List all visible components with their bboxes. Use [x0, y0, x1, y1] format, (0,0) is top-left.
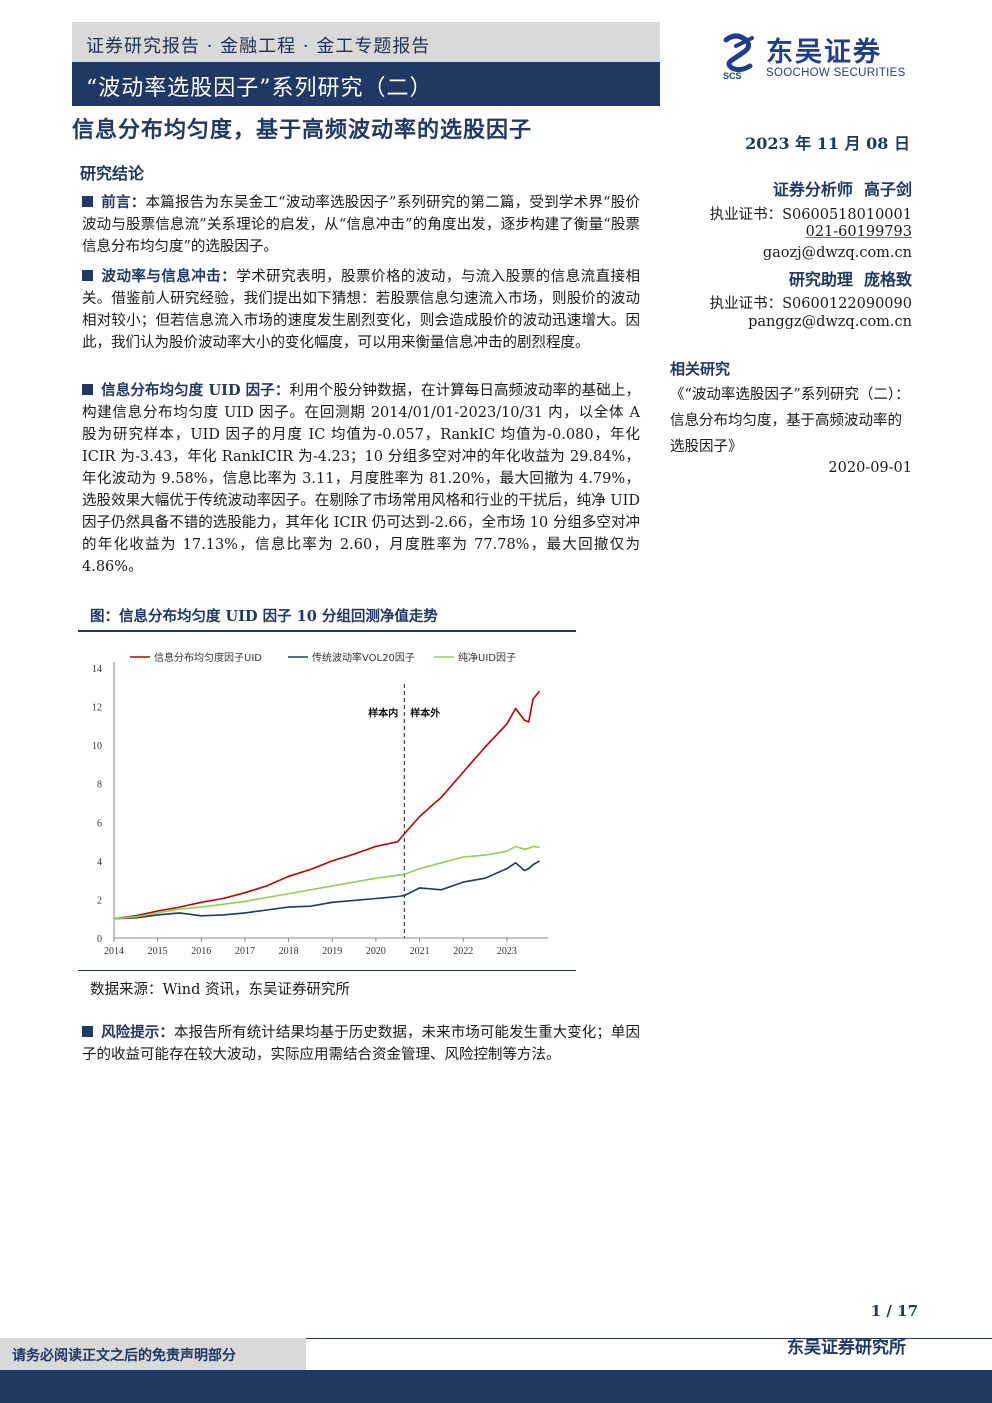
item-lead: 前言： — [101, 194, 146, 211]
y-tick-label: 0 — [97, 934, 102, 945]
analyst-2-role: 研究助理 — [788, 270, 853, 289]
y-tick-label: 14 — [92, 664, 102, 675]
related-research-link[interactable]: 《“波动率选股因子”系列研究（二）：信息分布均匀度，基于高频波动率的选股因子》 — [670, 387, 910, 455]
figure-title: 图：信息分布均匀度 UID 因子 10 分组回测净值走势 — [90, 608, 438, 625]
disclaimer-box: 请务必阅读正文之后的免责声明部分 — [0, 1338, 306, 1370]
item-lead: 信息分布均匀度 UID 因子： — [101, 382, 290, 399]
scs-logo-icon: SCS — [723, 33, 754, 80]
analyst-2-cert: 执业证书：S0600122090090 — [709, 296, 912, 312]
legend-label-3: 纯净UID因子 — [458, 651, 516, 664]
item-text: 利用个股分钟数据，在计算每日高频波动率的基础上，构建信息分布均匀度 UID 因子… — [82, 383, 640, 575]
logo-cn: 东吴证券 — [766, 37, 882, 68]
x-tick-label: 2017 — [235, 946, 255, 957]
analyst-1-heading: 证券分析师 高子剑 — [773, 176, 912, 200]
logo-mark: SCS — [723, 71, 742, 80]
report-date: 2023 年 11 月 08 日 — [745, 134, 910, 153]
legend-label-2: 传统波动率VOL20因子 — [312, 651, 415, 664]
y-tick-label: 2 — [97, 895, 102, 906]
y-tick-label: 6 — [97, 818, 102, 829]
x-tick-label: 2014 — [104, 946, 124, 957]
nav-line-chart: 0 2 4 6 8 10 12 14 2014 2015 2016 2017 2018 2019 2020 2… — [92, 651, 548, 957]
analyst-2-email[interactable]: panggz@dwzq.com.cn — [748, 314, 912, 330]
in-sample-label: 样本内 — [368, 707, 398, 720]
series-title: “波动率选股因子”系列研究（二） — [86, 76, 433, 101]
x-tick-label: 2015 — [148, 946, 168, 957]
analyst-1-cert: 执业证书：S0600518010001 — [709, 207, 912, 223]
y-tick-label: 8 — [97, 780, 102, 791]
bullet-square-icon — [82, 270, 93, 281]
y-tick-label: 10 — [92, 741, 102, 752]
footer-rule — [0, 1338, 992, 1339]
figure-source: 数据来源：Wind 资讯，东吴证券研究所 — [90, 978, 350, 999]
series-line-banner: 证券研究报告 · 金融工程 · 金工专题报告 — [72, 22, 660, 62]
legend-label-1: 信息分布均匀度因子UID — [154, 651, 262, 664]
item-lead: 波动率与信息冲击： — [101, 268, 237, 285]
analyst-2-heading: 研究助理 庞格致 — [789, 266, 912, 290]
item-text: 学术研究表明，股票价格的波动，与流入股票的信息流直接相关。借鉴前人研究经验，我们… — [82, 269, 641, 351]
page-title: 信息分布均匀度，基于高频波动率的选股因子 — [72, 117, 533, 143]
bullet-square-icon — [82, 384, 93, 395]
x-tick-label: 2020 — [366, 946, 386, 957]
figure-bottom-rule — [78, 970, 576, 971]
analyst-2-name: 庞格致 — [863, 270, 912, 289]
series-line-2 — [113, 860, 541, 920]
conclusion-item-volatility: 波动率与信息冲击：学术研究表明，股票价格的波动，与流入股票的信息流直接相关。借鉴… — [82, 266, 640, 354]
y-tick-label: 12 — [92, 703, 102, 714]
footer-institution: 东吴证券研究所 — [787, 1338, 906, 1358]
related-research-title: 相关研究 — [670, 360, 731, 378]
footer-bar — [0, 1370, 992, 1403]
risk-text: 本报告所有统计结果均基于历史数据，未来市场可能发生重大变化；单因子的收益可能存在… — [82, 1025, 640, 1063]
analyst-1-phone[interactable]: 021-60199793 — [805, 224, 912, 240]
out-sample-label: 样本外 — [410, 707, 440, 720]
x-tick-label: 2021 — [410, 946, 430, 957]
x-tick-label: 2023 — [497, 946, 517, 957]
conclusion-item-uid: 信息分布均匀度 UID 因子：利用个股分钟数据，在计算每日高频波动率的基础上，构… — [82, 380, 640, 578]
page-number: 1 / 17 — [870, 1302, 918, 1320]
x-tick-label: 2019 — [322, 946, 342, 957]
soochow-logo: SCS 东吴证券 SOOCHOW SECURITIES — [722, 30, 922, 86]
bullet-square-icon — [82, 196, 93, 207]
analyst-1-name: 高子剑 — [863, 180, 912, 199]
x-tick-label: 2022 — [453, 946, 473, 957]
series-line-1 — [113, 690, 541, 920]
related-research-date: 2020-09-01 — [828, 460, 912, 476]
y-tick-label: 4 — [97, 857, 102, 868]
conclusion-title: 研究结论 — [80, 164, 145, 183]
analyst-1-role: 证券分析师 — [772, 180, 853, 199]
x-tick-label: 2018 — [279, 946, 299, 957]
logo-en: SOOCHOW SECURITIES — [766, 67, 906, 79]
series-line-3 — [113, 845, 540, 920]
figure-source-text: 数据来源：Wind 资讯，东吴证券研究所 — [90, 982, 351, 998]
risk-lead: 风险提示： — [101, 1024, 174, 1041]
figure-top-rule — [78, 630, 576, 632]
item-text: 本篇报告为东吴金工“波动率选股因子”系列研究的第二篇，受到学术界“股价波动与股票… — [82, 195, 640, 255]
conclusion-item-preface: 前言：本篇报告为东吴金工“波动率选股因子”系列研究的第二篇，受到学术界“股价波动… — [82, 192, 640, 258]
analyst-1-email[interactable]: gaozj@dwzq.com.cn — [762, 245, 912, 261]
series-title-banner: “波动率选股因子”系列研究（二） — [72, 62, 660, 106]
series-line: 证券研究报告 · 金融工程 · 金工专题报告 — [86, 36, 431, 57]
risk-warning: 风险提示：本报告所有统计结果均基于历史数据，未来市场可能发生重大变化；单因子的收… — [82, 1022, 640, 1066]
x-tick-label: 2016 — [191, 946, 211, 957]
bullet-square-icon — [82, 1026, 93, 1037]
disclaimer-text: 请务必阅读正文之后的免责声明部分 — [12, 1348, 236, 1364]
